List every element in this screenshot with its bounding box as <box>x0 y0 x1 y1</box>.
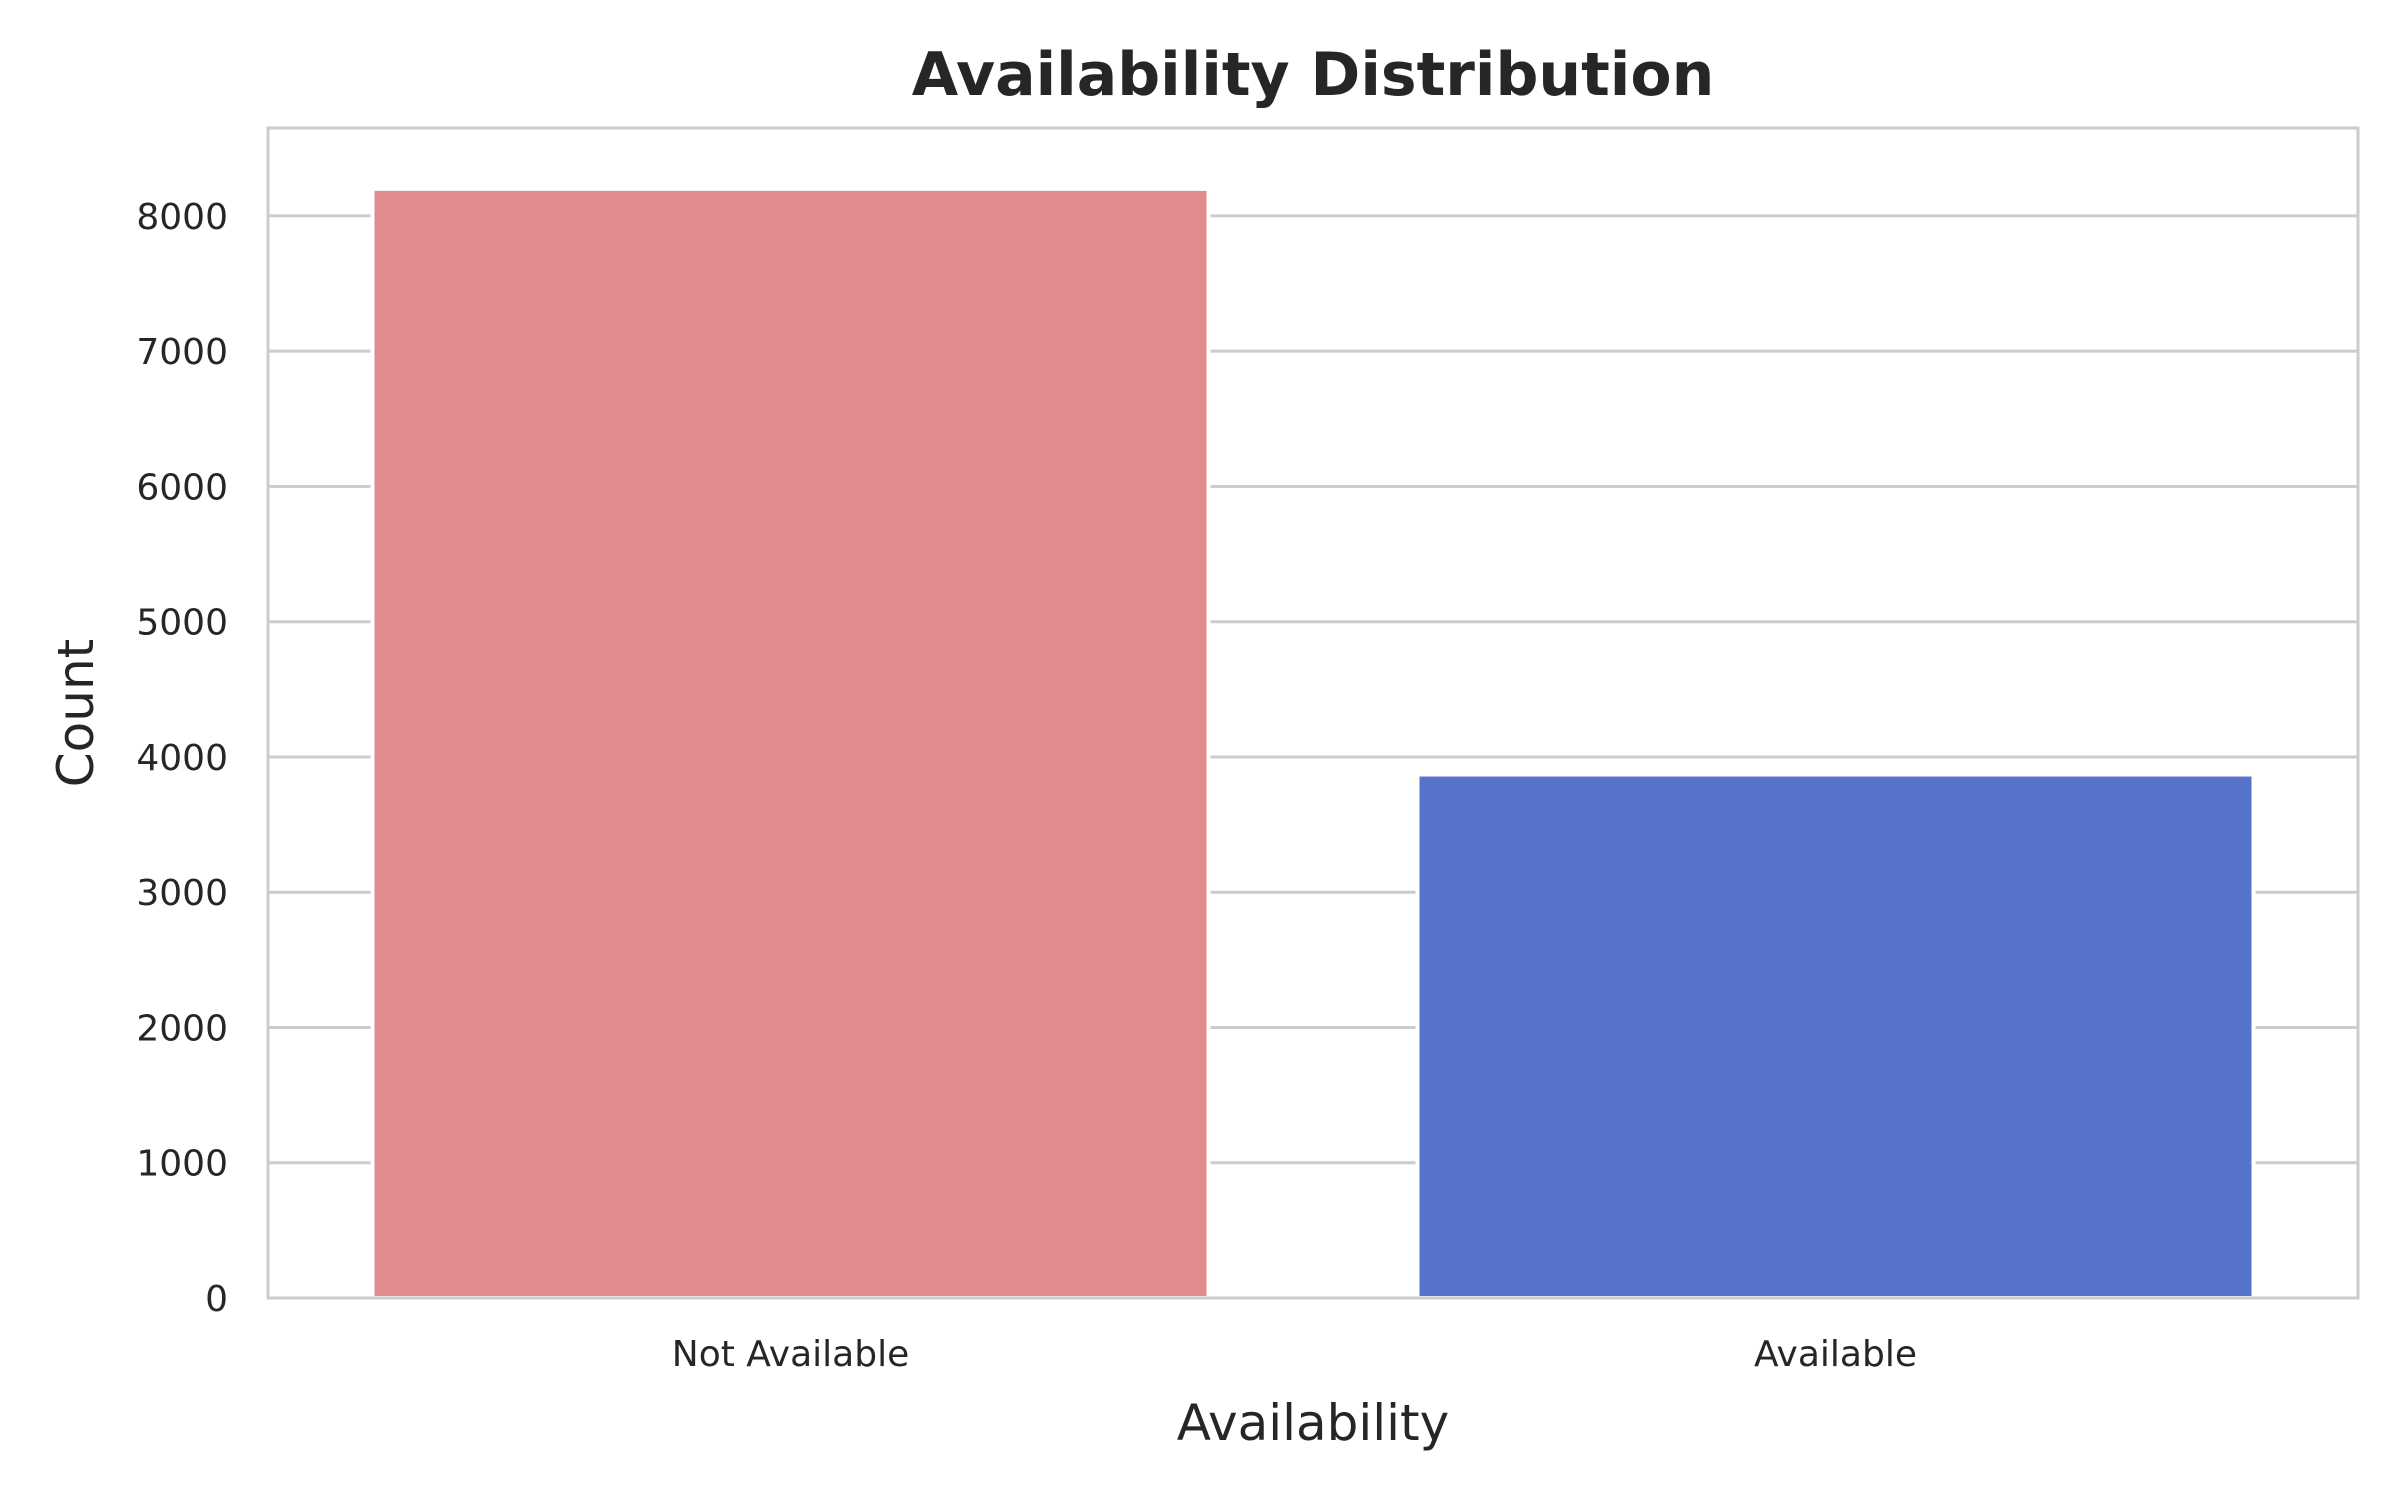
y-tick-label: 4000 <box>136 738 228 779</box>
y-tick-label: 2000 <box>136 1008 228 1049</box>
y-tick-label: 7000 <box>136 332 228 373</box>
chart-title: Availability Distribution <box>912 40 1715 110</box>
x-axis-label: Availability <box>1177 1394 1450 1452</box>
plot-frame <box>266 126 2360 1300</box>
x-tick-label: Not Available <box>672 1334 909 1375</box>
x-tick-label: Available <box>1754 1334 1917 1375</box>
bars <box>370 186 2256 1300</box>
y-tick-label: 0 <box>205 1279 228 1320</box>
y-tick-label: 1000 <box>136 1144 228 1185</box>
x-tick-labels: Not Available Available <box>672 1334 1917 1375</box>
bar-available <box>1415 772 2256 1300</box>
y-tick-label: 3000 <box>136 873 228 914</box>
y-tick-label: 5000 <box>136 603 228 644</box>
y-axis-label: Count <box>47 639 105 788</box>
y-tick-label: 6000 <box>136 467 228 508</box>
bar-not-available <box>370 186 1211 1300</box>
y-tick-label: 8000 <box>136 197 228 238</box>
y-tick-labels: 0 1000 2000 3000 4000 5000 6000 7000 8000 <box>136 197 228 1320</box>
